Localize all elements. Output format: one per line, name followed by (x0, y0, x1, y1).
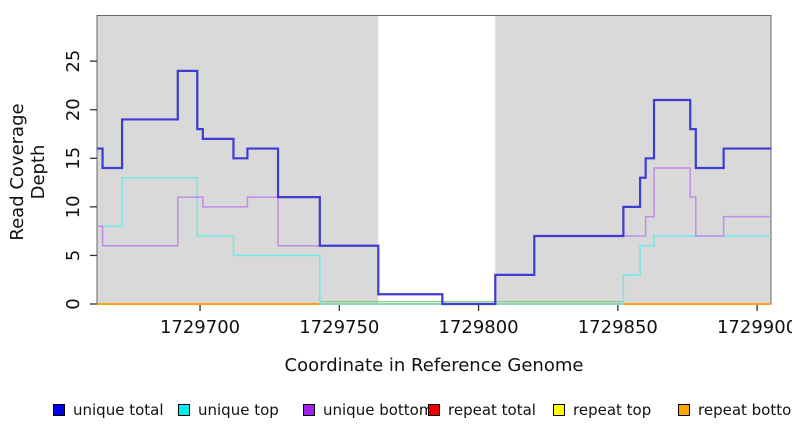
legend-item-unique-top: unique top (178, 401, 303, 419)
y-tick-label: 25 (63, 50, 84, 73)
legend-label: unique top (198, 401, 279, 419)
x-axis-title: Coordinate in Reference Genome (284, 355, 584, 376)
y-tick-label: 5 (63, 250, 84, 261)
legend-label: repeat total (448, 401, 536, 419)
x-tick-label: 1729850 (578, 317, 658, 338)
repeat-total-swatch (428, 404, 440, 416)
x-tick-label: 1729700 (160, 317, 240, 338)
legend-item-unique-total: unique total (53, 401, 178, 419)
y-axis-title: Read Coverage Depth (7, 103, 49, 241)
legend-label: repeat bottom (698, 401, 792, 419)
y-tick-label: 20 (63, 98, 84, 121)
series-unique-total-line (97, 69, 771, 306)
y-tick-label: 10 (63, 195, 84, 218)
legend-item-repeat-top: repeat top (553, 401, 678, 419)
annotated-region-shading (495, 15, 771, 304)
legend-item-repeat-total: repeat total (428, 401, 553, 419)
x-tick-label: 1729750 (299, 317, 379, 338)
unique-top-swatch (178, 404, 190, 416)
legend-item-repeat-bottom: repeat bottom (678, 401, 792, 419)
legend-label: unique total (73, 401, 164, 419)
series-unique-top-line (97, 176, 771, 305)
annotated-region-shading (97, 15, 379, 304)
legend-item-unique-bottom: unique bottom (303, 401, 433, 419)
y-tick-label: 15 (63, 147, 84, 170)
x-tick-label: 1729800 (438, 317, 518, 338)
unique-total-swatch (53, 404, 65, 416)
repeat-top-swatch (553, 404, 565, 416)
x-tick-label: 1729900 (717, 317, 792, 338)
legend-label: repeat top (573, 401, 652, 419)
legend: unique total unique top unique bottom repea… (53, 401, 792, 419)
repeat-bottom-swatch (678, 404, 690, 416)
legend-label: unique bottom (323, 401, 434, 419)
y-tick-label: 0 (63, 298, 84, 309)
unique-bottom-swatch (303, 404, 315, 416)
